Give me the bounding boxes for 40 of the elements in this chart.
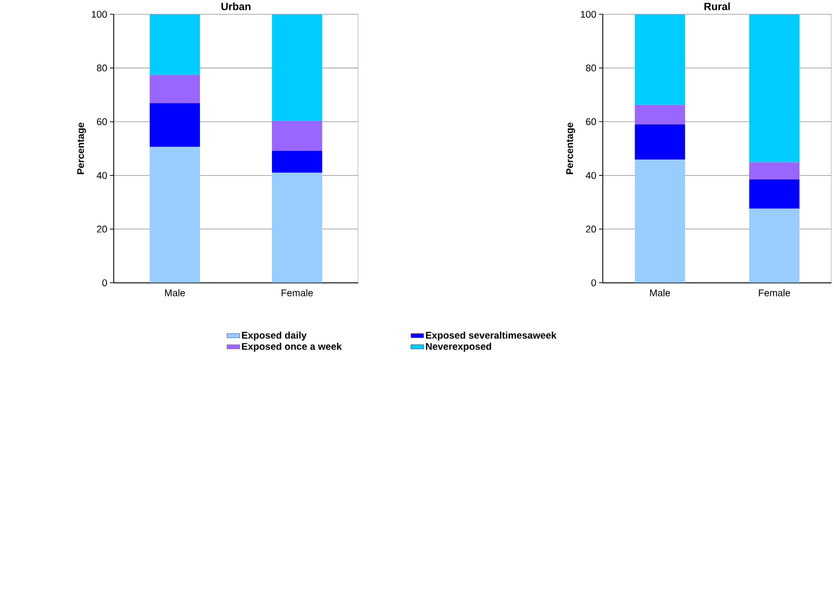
bar — [634, 14, 686, 105]
x-tick-label: Female — [758, 289, 790, 296]
bar — [150, 74, 200, 104]
bar — [150, 146, 200, 283]
bar — [749, 162, 800, 180]
y-axis-title: Percentage — [77, 122, 86, 174]
bar — [749, 179, 800, 209]
y-tick-label: 0 — [591, 279, 596, 286]
chart-title: Rural — [704, 2, 730, 10]
y-tick-label: 100 — [580, 10, 596, 18]
bar — [272, 150, 322, 173]
bar — [749, 208, 800, 283]
bar — [634, 104, 686, 124]
bar — [634, 160, 686, 283]
y-tick-label: 20 — [586, 226, 596, 233]
legend-label: Exposed daily — [242, 332, 307, 341]
x-tick-label: Female — [282, 289, 313, 296]
y-tick-label: 60 — [97, 118, 107, 126]
y-tick-label: 100 — [92, 10, 107, 18]
y-tick-label: 40 — [96, 172, 107, 179]
bar — [272, 120, 322, 151]
bar — [272, 14, 322, 121]
y-tick-label: 80 — [96, 64, 107, 72]
y-tick-label: 20 — [97, 226, 107, 233]
y-tick-label: 0 — [102, 279, 107, 286]
y-tick-label: 80 — [586, 64, 596, 72]
bar — [634, 124, 686, 160]
bar — [749, 14, 800, 162]
legend-label: Exposed severaltimesaweek — [426, 332, 557, 341]
y-tick-label: 60 — [586, 118, 596, 126]
chart-title: Urban — [221, 2, 250, 10]
bar — [150, 103, 200, 147]
legend-label: Neverexposed — [426, 342, 492, 352]
x-tick-label: Male — [165, 289, 185, 296]
y-tick-label: 40 — [586, 172, 596, 179]
legend-label: Exposed once a week — [242, 342, 342, 352]
y-axis-title: Percentage — [566, 122, 576, 174]
bar — [272, 172, 322, 283]
x-tick-label: Male — [650, 289, 670, 296]
bar — [150, 14, 200, 75]
